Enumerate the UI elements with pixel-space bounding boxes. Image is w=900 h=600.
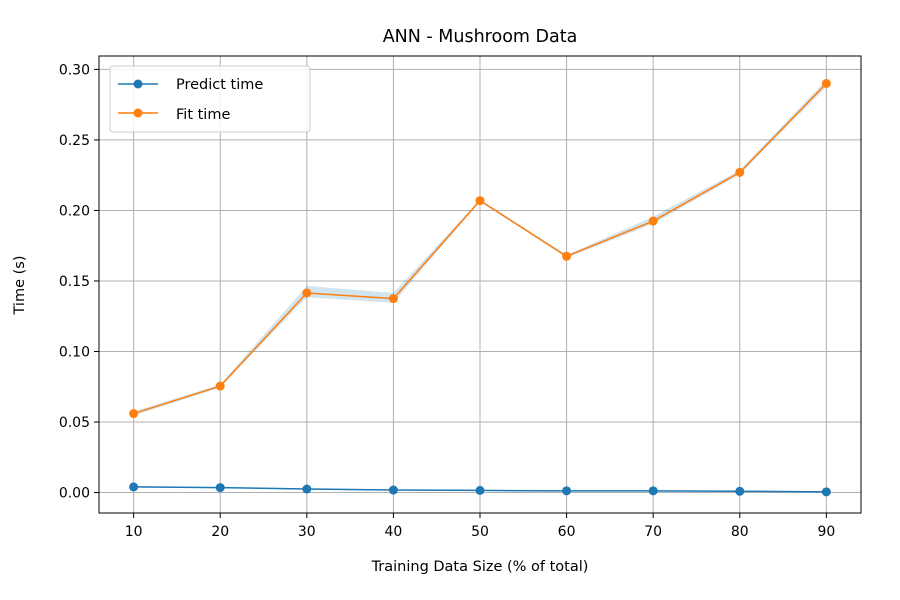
point-fit xyxy=(388,294,398,304)
x-tick-label: 90 xyxy=(817,524,835,540)
x-axis-label: Training Data Size (% of total) xyxy=(371,559,589,575)
point-predict xyxy=(302,484,312,494)
y-tick-label: 0.25 xyxy=(59,133,90,149)
point-fit xyxy=(475,196,485,206)
point-fit xyxy=(302,288,312,298)
y-tick-label: 0.30 xyxy=(59,62,90,78)
legend-label-predict: Predict time xyxy=(176,77,263,93)
x-tick-label: 30 xyxy=(298,524,316,540)
point-fit xyxy=(821,79,831,89)
x-tick-label: 60 xyxy=(558,524,576,540)
point-predict xyxy=(388,485,398,495)
chart-title: ANN - Mushroom Data xyxy=(383,27,578,47)
point-predict xyxy=(821,487,831,497)
point-predict xyxy=(648,486,658,496)
point-predict xyxy=(215,483,225,493)
grid-lines xyxy=(99,56,861,513)
point-fit xyxy=(735,167,745,177)
point-predict xyxy=(129,482,139,492)
legend-marker-fit xyxy=(133,108,143,118)
x-tick-label: 20 xyxy=(211,524,229,540)
legend: Predict time Fit time xyxy=(109,65,311,133)
x-tick-label: 70 xyxy=(644,524,662,540)
y-tick-label: 0.10 xyxy=(59,344,90,360)
y-axis-ticks: 0.00 0.05 0.10 0.15 0.20 0.25 0.30 xyxy=(59,62,99,502)
y-tick-label: 0.00 xyxy=(59,486,90,502)
x-axis-ticks: 10 20 30 40 50 60 70 80 90 xyxy=(125,513,835,540)
point-predict xyxy=(562,486,572,496)
point-fit xyxy=(215,381,225,391)
point-fit xyxy=(648,216,658,226)
point-fit xyxy=(562,251,572,261)
legend-box xyxy=(109,65,311,133)
y-tick-label: 0.15 xyxy=(59,274,90,290)
y-axis-label: Time (s) xyxy=(12,256,28,316)
legend-marker-predict xyxy=(133,79,143,89)
point-predict xyxy=(735,486,745,496)
x-tick-label: 40 xyxy=(384,524,402,540)
y-tick-label: 0.05 xyxy=(59,415,90,431)
point-fit xyxy=(129,409,139,419)
x-tick-label: 80 xyxy=(731,524,749,540)
point-predict xyxy=(475,485,485,495)
x-tick-label: 10 xyxy=(125,524,143,540)
series-points xyxy=(129,79,831,497)
x-tick-label: 50 xyxy=(471,524,489,540)
legend-label-fit: Fit time xyxy=(176,107,230,123)
y-tick-label: 0.20 xyxy=(59,203,90,219)
